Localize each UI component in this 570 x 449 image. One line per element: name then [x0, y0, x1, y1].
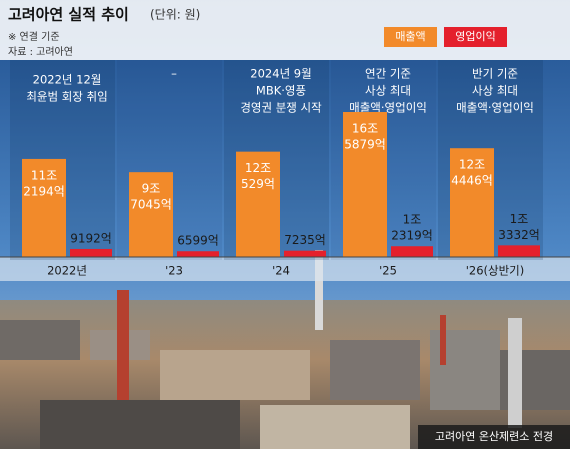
bar	[284, 250, 326, 257]
x-tick-label: '23	[165, 264, 183, 278]
value-label: 6599억	[177, 234, 219, 248]
bar	[450, 148, 494, 257]
value-label: 7045억	[130, 198, 172, 212]
value-label: 7235억	[284, 233, 326, 247]
annotation: 경영권 분쟁 시작	[240, 101, 322, 115]
bar	[129, 172, 173, 257]
bar	[177, 251, 219, 257]
value-label: 9192억	[70, 231, 112, 245]
value-label: 3332억	[498, 228, 540, 242]
value-label: 2194억	[23, 184, 65, 198]
bar	[70, 248, 112, 257]
caption-box	[418, 425, 570, 449]
unit-note: (단위: 원)	[150, 8, 200, 22]
value-label: 11조	[31, 168, 57, 182]
value-label: 9조	[142, 182, 161, 196]
annotation: 사상 최대	[365, 84, 411, 98]
bar	[391, 246, 433, 257]
bar	[236, 151, 280, 257]
title: 고려아연 실적 추이	[8, 6, 129, 24]
value-label: 1조	[403, 213, 422, 227]
plant-buildings	[0, 250, 570, 449]
value-label: 4446억	[451, 174, 493, 188]
annotation: 연간 기준	[365, 67, 411, 81]
x-tick-label: '24	[272, 264, 290, 278]
caption: 고려아연 온산제련소 전경	[435, 430, 553, 443]
value-label: 12조	[459, 158, 485, 172]
annotation: 매출액·영업이익	[456, 101, 534, 115]
axis-band	[0, 257, 570, 281]
legend-label: 매출액	[395, 30, 425, 43]
annotation: 2024년 9월	[250, 67, 311, 81]
value-label: 5879억	[344, 138, 386, 152]
annotation: –	[171, 67, 177, 81]
bar	[498, 245, 540, 257]
annotation: 사상 최대	[472, 84, 518, 98]
annotation: 2022년 12월	[33, 73, 102, 87]
bar	[343, 112, 387, 257]
legend-label: 영업이익	[455, 30, 495, 43]
value-label: 12조	[245, 161, 271, 175]
source: 자료 : 고려아연	[8, 46, 73, 58]
legend-swatch	[384, 27, 437, 47]
x-tick-label: '25	[379, 264, 397, 278]
bar	[22, 158, 66, 257]
note: ※ 연결 기준	[8, 31, 60, 43]
x-tick-label: 2022년	[47, 264, 87, 278]
value-label: 1조	[510, 212, 529, 226]
annotation: 최윤범 회장 취임	[26, 90, 107, 104]
value-label: 529억	[241, 177, 275, 191]
value-label: 2319억	[391, 229, 433, 243]
annotation: 반기 기준	[472, 67, 518, 81]
x-tick-label: '26(상반기)	[466, 264, 525, 278]
annotation: MBK·영풍	[256, 84, 306, 98]
annotation: 매출액·영업이익	[349, 101, 427, 115]
value-label: 16조	[352, 122, 378, 136]
legend-swatch	[444, 27, 507, 47]
